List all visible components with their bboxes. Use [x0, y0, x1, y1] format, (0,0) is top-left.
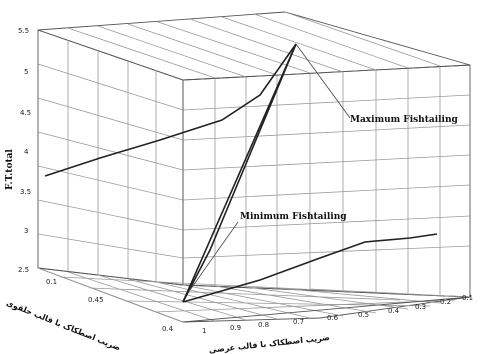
series-lines	[44, 43, 438, 303]
series-line-peak-right	[182, 43, 297, 303]
series-line-peak-left	[182, 43, 297, 303]
depth-axis-title: ضریب اصطکاک با قالب حلقوی	[5, 298, 122, 352]
x-tick-label: 0.9	[230, 324, 241, 332]
x-tick-label: 0.1	[462, 294, 473, 302]
annotation-minimum-leader	[189, 221, 239, 291]
x-tick-label: 0.3	[415, 303, 426, 311]
x-tick-label: 0.6	[327, 314, 339, 322]
z-tick-label: 5	[24, 68, 28, 76]
depth-tick-label: 0.4	[162, 325, 174, 333]
z-tick-label: 2.5	[18, 266, 29, 274]
series-line-peak-diagonal	[295, 43, 351, 119]
grid-back-wall	[182, 64, 471, 298]
grid-floor	[37, 267, 471, 323]
x-tick-label: 0.5	[358, 311, 369, 319]
annotation-minimum: Minimum Fishtailing	[240, 212, 347, 222]
grid-left-wall	[37, 11, 471, 286]
depth-axis: 0.1 0.45 0.4 ضریب اصطکاک با قالب حلقوی	[5, 278, 174, 353]
z-tick-label: 3	[24, 227, 28, 235]
x-tick-label: 0.2	[440, 298, 451, 306]
z-axis: 5.5 5 4.5 4 3.5 3 2.5 F.T.total	[5, 27, 31, 274]
z-tick-label: 4.5	[20, 109, 31, 117]
x-tick-label: 0.8	[258, 321, 269, 329]
x-tick-label: 0.7	[293, 318, 304, 326]
annotations: Maximum Fishtailing Minimum Fishtailing	[189, 115, 459, 291]
depth-tick-label: 0.45	[88, 296, 104, 304]
series-line-back	[44, 43, 297, 177]
z-axis-title: F.T.total	[5, 149, 15, 190]
z-tick-label: 4	[24, 148, 29, 156]
x-tick-label: 0.4	[388, 307, 400, 315]
series-line-front	[182, 233, 438, 303]
x-tick-label: 1	[202, 327, 206, 335]
depth-tick-label: 0.1	[46, 278, 57, 286]
z-tick-label: 3.5	[20, 188, 31, 196]
annotation-maximum: Maximum Fishtailing	[350, 115, 459, 125]
x-axis-title: ضریب اصطکاک با قالب عرضی	[209, 333, 331, 354]
z-tick-label: 5.5	[18, 27, 29, 35]
